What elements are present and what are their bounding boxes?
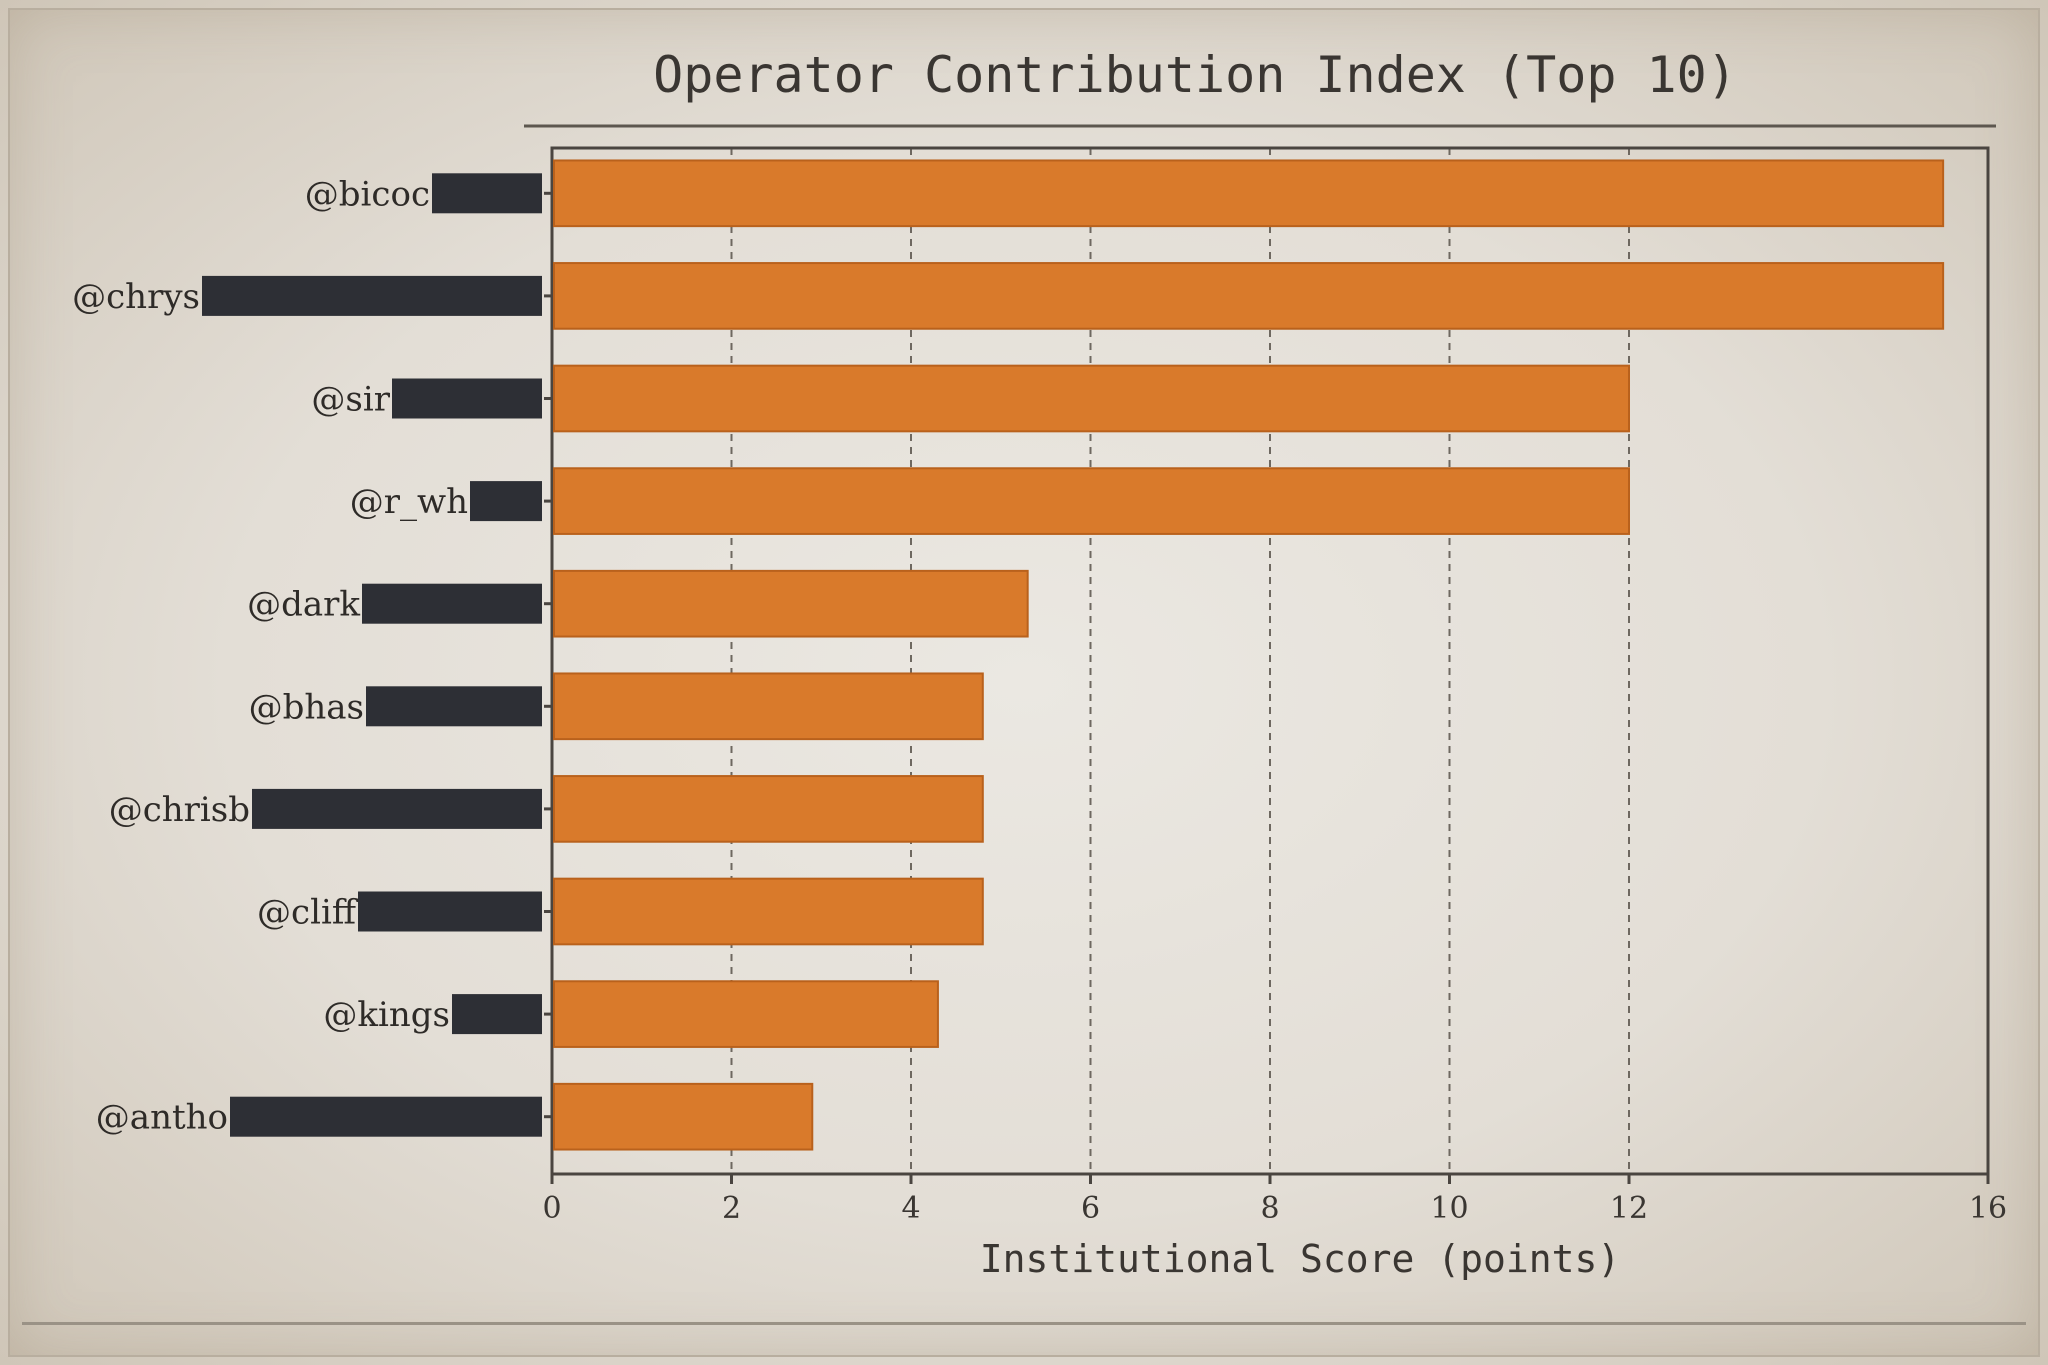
category-label: @cliff bbox=[257, 893, 359, 933]
redaction-block bbox=[202, 275, 542, 316]
bar-cliff bbox=[553, 877, 984, 946]
bar-sir bbox=[553, 364, 1630, 433]
redaction-block bbox=[470, 481, 542, 522]
redaction-block bbox=[358, 891, 542, 932]
bar-dark bbox=[553, 569, 1029, 638]
category-label: @r_wh bbox=[350, 482, 468, 522]
bar-bicoc bbox=[553, 159, 1945, 228]
x-tick-label: 2 bbox=[722, 1191, 741, 1226]
bars bbox=[553, 159, 1945, 1151]
bar-chrys bbox=[553, 262, 1945, 330]
redaction-block bbox=[230, 1096, 542, 1137]
redaction-block bbox=[392, 378, 542, 419]
category-label: @chrisb bbox=[109, 790, 250, 830]
bar-chrisb bbox=[553, 775, 984, 843]
paper-frame bbox=[8, 8, 2040, 1357]
redaction-block bbox=[452, 994, 542, 1035]
x-tick-label: 0 bbox=[542, 1191, 561, 1226]
category-label: @chrys bbox=[72, 277, 200, 317]
bottom-rule bbox=[22, 1322, 2026, 1325]
x-tick-label: 8 bbox=[1260, 1191, 1279, 1226]
redaction-block bbox=[362, 583, 542, 624]
category-label: @dark bbox=[247, 585, 360, 625]
category-label: @bicoc bbox=[305, 174, 430, 214]
category-label: @bhas bbox=[249, 687, 364, 727]
category-labels: @bicoc @chrys @sir @r_wh @dark @bhas @chrisb @c… bbox=[72, 173, 552, 1138]
chart-title: Operator Contribution Index (Top 10) bbox=[653, 46, 1737, 104]
redaction-block bbox=[252, 788, 542, 829]
x-axis-ticks: 0 2 4 6 8 10 12 16 bbox=[542, 1174, 2007, 1226]
x-tick-label: 16 bbox=[1969, 1191, 2007, 1226]
x-tick-label: 12 bbox=[1610, 1191, 1648, 1226]
category-label: @sir bbox=[311, 380, 390, 420]
redaction-block bbox=[366, 686, 542, 727]
bar-kings bbox=[553, 980, 939, 1048]
category-label: @antho bbox=[96, 1098, 228, 1138]
category-label: @kings bbox=[323, 995, 450, 1035]
bar-r_wh bbox=[553, 467, 1630, 535]
x-tick-label: 4 bbox=[901, 1191, 920, 1226]
redaction-block bbox=[432, 173, 542, 214]
bar-antho bbox=[553, 1082, 814, 1151]
x-tick-label: 6 bbox=[1081, 1191, 1100, 1226]
bar-bhas bbox=[553, 672, 984, 741]
x-axis-label: Institutional Score (points) bbox=[980, 1237, 1621, 1281]
x-tick-label: 10 bbox=[1430, 1191, 1468, 1226]
